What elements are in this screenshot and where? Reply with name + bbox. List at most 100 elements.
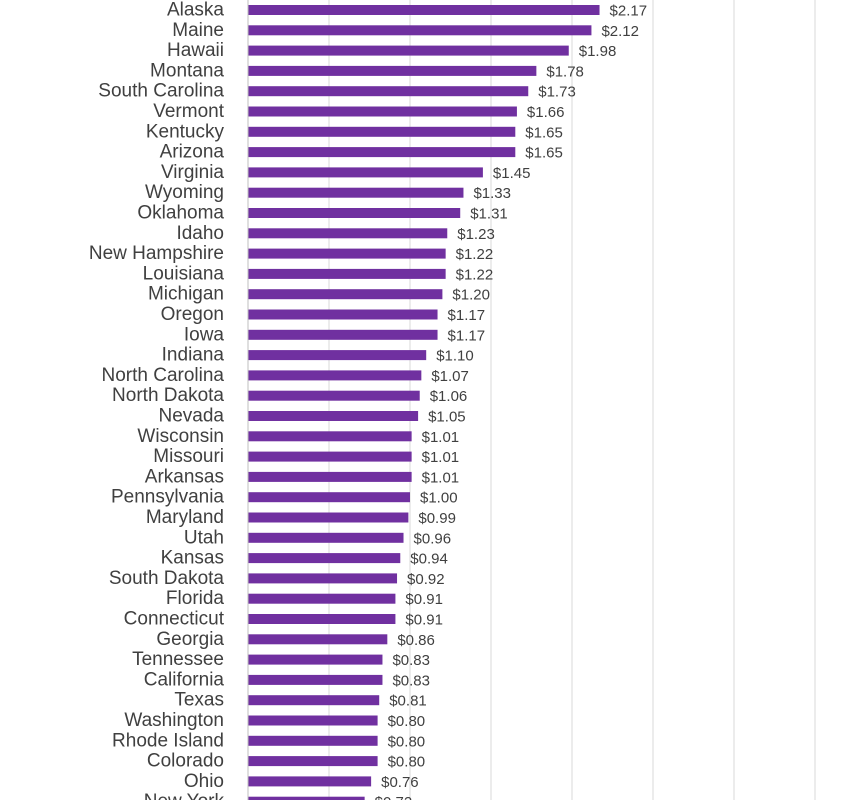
category-label: Louisiana [143, 263, 225, 284]
bar [248, 614, 396, 624]
data-label: $0.92 [407, 571, 445, 588]
category-label: Montana [150, 60, 224, 81]
data-label: $0.83 [392, 672, 430, 689]
data-label: $0.81 [389, 693, 427, 710]
category-label: South Dakota [109, 568, 225, 589]
category-label: Indiana [162, 345, 225, 366]
bar [248, 715, 378, 726]
data-label: $0.83 [392, 652, 430, 669]
bar [248, 350, 427, 361]
data-label: $2.12 [601, 23, 639, 40]
data-label: $1.06 [430, 388, 468, 405]
category-label: South Carolina [98, 81, 224, 102]
category-label: Hawaii [167, 40, 224, 61]
bar [248, 735, 378, 746]
data-label: $1.17 [448, 327, 486, 344]
category-label: Ohio [184, 771, 224, 792]
bar [248, 451, 412, 462]
data-label: $0.99 [418, 510, 456, 527]
data-label: $1.78 [546, 63, 584, 80]
category-label: Alaska [167, 0, 224, 21]
bar [248, 25, 592, 36]
bar [248, 208, 461, 218]
category-label: North Carolina [102, 365, 225, 386]
data-label: $1.07 [431, 368, 469, 385]
data-label: $1.65 [525, 124, 563, 141]
bar [248, 471, 412, 482]
bar [248, 654, 383, 665]
category-label: Pennsylvania [111, 487, 224, 508]
data-label: $0.80 [388, 754, 426, 771]
bar [248, 756, 378, 767]
category-label: Rhode Island [112, 730, 224, 751]
data-label: $0.76 [381, 774, 419, 791]
data-label: $0.72 [375, 794, 413, 800]
bar [248, 573, 398, 584]
category-label: Florida [166, 588, 225, 609]
bar [248, 431, 412, 442]
data-label: $0.91 [405, 591, 443, 608]
bar [248, 106, 517, 117]
category-label: Connecticut [124, 609, 225, 630]
category-label: Colorado [147, 751, 224, 772]
category-label: Maine [172, 20, 224, 41]
category-label: Texas [174, 690, 224, 711]
bar [248, 86, 529, 97]
bar [248, 796, 365, 800]
bar [248, 553, 401, 564]
data-label: $0.91 [405, 612, 443, 629]
category-label: North Dakota [112, 385, 224, 406]
bar [248, 5, 600, 15]
category-label: Arizona [160, 142, 225, 163]
data-label: $1.00 [420, 490, 458, 507]
bar [248, 309, 438, 320]
bar [248, 126, 516, 137]
bar [248, 248, 446, 259]
data-label: $1.33 [473, 185, 511, 202]
data-label: $1.17 [448, 307, 486, 324]
category-label: Wyoming [145, 182, 224, 203]
category-label: Virginia [161, 162, 224, 183]
category-label: Tennessee [132, 649, 224, 670]
bar [248, 268, 446, 279]
data-label: $1.22 [456, 266, 494, 283]
data-label: $1.66 [527, 104, 565, 121]
bar [248, 411, 419, 421]
data-label: $0.80 [388, 713, 426, 730]
bar [248, 674, 383, 685]
bar [248, 776, 372, 787]
category-label: Nevada [159, 406, 225, 427]
data-label: $1.01 [422, 429, 460, 446]
data-labels: $2.17 $2.12 $1.98 $1.78 $1.73 $1.66 $1.65 $1.65… [375, 3, 647, 800]
data-label: $1.20 [452, 287, 490, 304]
data-label: $0.96 [414, 530, 452, 547]
category-label: Idaho [176, 223, 224, 244]
category-label: Kansas [161, 548, 224, 569]
bar [248, 634, 388, 645]
category-label: Kentucky [146, 121, 225, 142]
category-label: Utah [184, 527, 224, 548]
bar [248, 187, 464, 198]
category-label: California [144, 669, 225, 690]
category-label: New Hampshire [89, 243, 224, 264]
bar [248, 390, 420, 401]
data-label: $1.05 [428, 409, 466, 426]
data-label: $1.45 [493, 165, 531, 182]
data-label: $0.80 [388, 733, 426, 750]
bar [248, 167, 483, 178]
bar [248, 593, 396, 604]
category-label: Oregon [161, 304, 224, 325]
category-label: Oklahoma [137, 203, 224, 224]
data-label: $1.01 [422, 449, 460, 466]
bar [248, 492, 410, 503]
data-label: $1.31 [470, 206, 508, 223]
data-label: $1.10 [436, 348, 474, 365]
category-label: Georgia [156, 629, 224, 650]
data-label: $0.86 [397, 632, 435, 649]
bar [248, 228, 448, 239]
data-label: $1.23 [457, 226, 495, 243]
data-label: $2.17 [610, 3, 648, 20]
category-label: Iowa [184, 324, 225, 345]
